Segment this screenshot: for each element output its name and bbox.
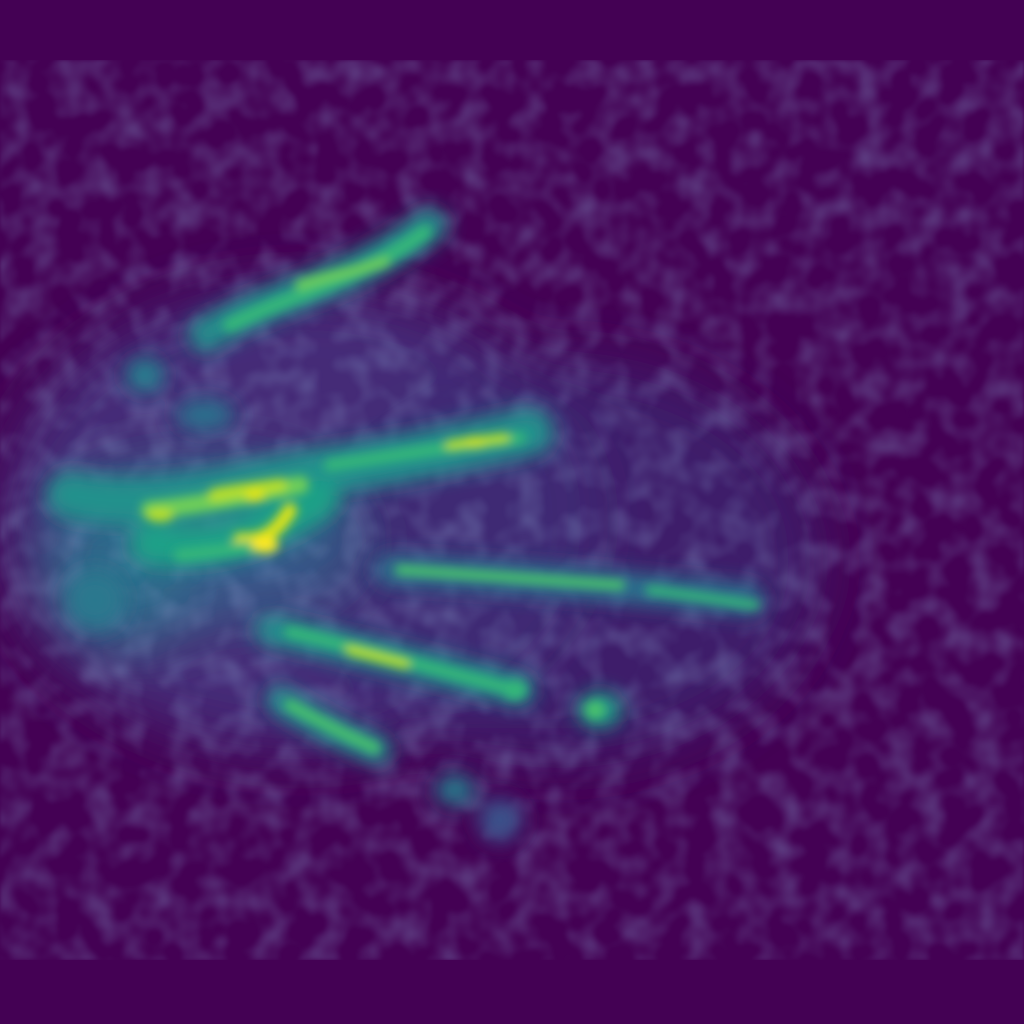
streak-cores <box>141 225 760 754</box>
